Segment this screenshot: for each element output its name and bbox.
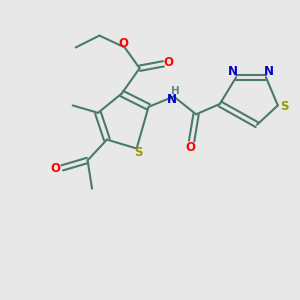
Text: O: O: [51, 162, 61, 175]
Text: O: O: [164, 56, 173, 69]
Text: N: N: [167, 93, 177, 106]
Text: S: S: [134, 146, 142, 159]
Text: N: N: [228, 65, 238, 78]
Text: S: S: [280, 100, 289, 113]
Text: O: O: [185, 141, 195, 154]
Text: N: N: [264, 65, 274, 78]
Text: O: O: [118, 38, 128, 50]
Text: H: H: [171, 86, 180, 96]
